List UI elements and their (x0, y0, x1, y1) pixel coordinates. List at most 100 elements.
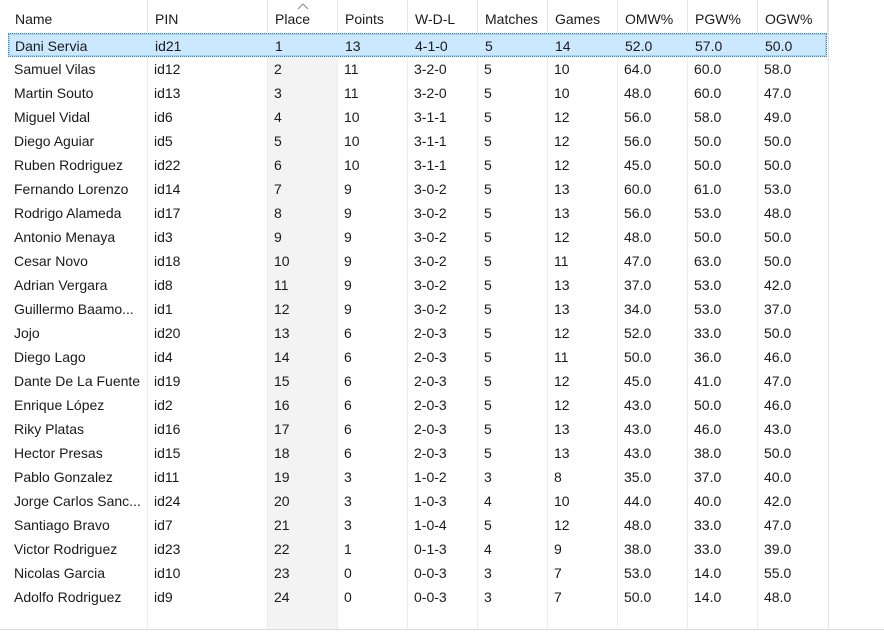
cell-points: 0 (344, 565, 352, 581)
cell-ogw-pct: 48.0 (764, 205, 792, 221)
column-header-matches[interactable]: Matches (478, 0, 548, 33)
cell-omw-pct: 48.0 (624, 85, 652, 101)
column-header-pgw-pct[interactable]: PGW% (688, 0, 758, 33)
cell-matches: 5 (484, 205, 492, 221)
column-divider (617, 33, 618, 629)
cell-name: Dani Servia (15, 38, 88, 54)
table-row[interactable]: Guillermo Baamo... id1 12 9 3-0-2 5 13 34.0 53.0… (8, 297, 827, 321)
table-row[interactable]: Nicolas Garcia id10 23 0 0-0-3 3 7 53.0 14.0 55.0 (8, 561, 827, 585)
cell-place: 12 (274, 301, 290, 317)
cell-matches: 5 (484, 61, 492, 77)
cell-omw-pct: 37.0 (624, 277, 652, 293)
table-row[interactable]: Adrian Vergara id8 11 9 3-0-2 5 13 37.0 53.0 42.0 (8, 273, 827, 297)
cell-pin: id19 (154, 373, 181, 389)
column-header-games[interactable]: Games (548, 0, 618, 33)
table-row[interactable]: Fernando Lorenzo id14 7 9 3-0-2 5 13 60.0 61.0 53… (8, 177, 827, 201)
cell-games: 12 (554, 229, 570, 245)
cell-pgw-pct: 50.0 (694, 133, 722, 149)
cell-ogw-pct: 55.0 (764, 565, 792, 581)
cell-omw-pct: 56.0 (624, 109, 652, 125)
column-header-label: W-D-L (415, 11, 456, 27)
table-row-selected[interactable]: Dani Servia id21 1 13 4-1-0 5 14 52.0 57.0 50.0 (8, 33, 827, 57)
table-row[interactable]: Adolfo Rodriguez id9 24 0 0-0-3 3 7 50.0 14.0 48.… (8, 585, 827, 609)
table-row[interactable]: Jorge Carlos Sanc... id24 20 3 1-0-3 4 10 44.0 4… (8, 489, 827, 513)
cell-matches: 5 (484, 421, 492, 437)
cell-pin: id17 (154, 205, 181, 221)
table-row[interactable]: Jojo id20 13 6 2-0-3 5 12 52.0 33.0 50.0 (8, 321, 827, 345)
cell-games: 10 (554, 61, 570, 77)
cell-w-d-l: 3-0-2 (414, 277, 447, 293)
table-row[interactable]: Antonio Menaya id3 9 9 3-0-2 5 12 48.0 50.0 50.0 (8, 225, 827, 249)
cell-w-d-l: 1-0-4 (414, 517, 447, 533)
column-header-points[interactable]: Points (338, 0, 408, 33)
cell-pgw-pct: 53.0 (694, 301, 722, 317)
cell-points: 9 (344, 229, 352, 245)
table-row[interactable]: Diego Lago id4 14 6 2-0-3 5 11 50.0 36.0 46.0 (8, 345, 827, 369)
cell-games: 12 (554, 157, 570, 173)
column-header-w-d-l[interactable]: W-D-L (408, 0, 478, 33)
cell-matches: 5 (484, 397, 492, 413)
cell-points: 9 (344, 277, 352, 293)
sorted-column-highlight (268, 33, 338, 629)
column-header-place[interactable]: Place (268, 0, 338, 33)
column-header-pin[interactable]: PIN (148, 0, 268, 33)
cell-omw-pct: 34.0 (624, 301, 652, 317)
cell-ogw-pct: 50.0 (764, 253, 792, 269)
table-row[interactable]: Martin Souto id13 3 11 3-2-0 5 10 48.0 60.0 47.0 (8, 81, 827, 105)
cell-omw-pct: 35.0 (624, 469, 652, 485)
cell-omw-pct: 60.0 (624, 181, 652, 197)
table-row[interactable]: Victor Rodriguez id23 22 1 0-1-3 4 9 38.0 33.0 39… (8, 537, 827, 561)
cell-points: 6 (344, 445, 352, 461)
cell-omw-pct: 50.0 (624, 349, 652, 365)
table-row[interactable]: Enrique López id2 16 6 2-0-3 5 12 43.0 50.0 46.0 (8, 393, 827, 417)
cell-matches: 5 (484, 85, 492, 101)
cell-w-d-l: 2-0-3 (414, 349, 447, 365)
column-divider (337, 33, 338, 629)
table-row[interactable]: Rodrigo Alameda id17 8 9 3-0-2 5 13 56.0 53.0 48.… (8, 201, 827, 225)
column-divider (407, 33, 408, 629)
column-header-label: PGW% (695, 11, 741, 27)
cell-place: 6 (274, 157, 282, 173)
cell-games: 13 (554, 301, 570, 317)
cell-w-d-l: 2-0-3 (414, 421, 447, 437)
table-row[interactable]: Samuel Vilas id12 2 11 3-2-0 5 10 64.0 60.0 58.0 (8, 57, 827, 81)
table-row[interactable]: Ruben Rodriguez id22 6 10 3-1-1 5 12 45.0 50.0 50… (8, 153, 827, 177)
cell-place: 23 (274, 565, 290, 581)
column-divider (547, 33, 548, 629)
cell-matches: 5 (484, 109, 492, 125)
cell-name: Ruben Rodriguez (14, 157, 123, 173)
cell-omw-pct: 48.0 (624, 517, 652, 533)
cell-games: 13 (554, 205, 570, 221)
cell-place: 22 (274, 541, 290, 557)
table-row[interactable]: Dante De La Fuente id19 15 6 2-0-3 5 12 45.0 41.… (8, 369, 827, 393)
cell-omw-pct: 43.0 (624, 397, 652, 413)
table-row[interactable]: Santiago Bravo id7 21 3 1-0-4 5 12 48.0 33.0 47.0 (8, 513, 827, 537)
cell-place: 19 (274, 469, 290, 485)
cell-points: 6 (344, 397, 352, 413)
table-row[interactable]: Cesar Novo id18 10 9 3-0-2 5 11 47.0 63.0 50.0 (8, 249, 827, 273)
column-header-ogw-pct[interactable]: OGW% (758, 0, 828, 33)
cell-place: 11 (274, 277, 289, 293)
column-divider (477, 33, 478, 629)
cell-name: Pablo Gonzalez (14, 469, 113, 485)
cell-name: Jorge Carlos Sanc... (14, 493, 141, 509)
cell-pin: id1 (154, 301, 173, 317)
table-row[interactable]: Miguel Vidal id6 4 10 3-1-1 5 12 56.0 58.0 49.0 (8, 105, 827, 129)
cell-ogw-pct: 47.0 (764, 85, 792, 101)
cell-name: Enrique López (14, 397, 105, 413)
cell-matches: 5 (484, 157, 492, 173)
cell-place: 20 (274, 493, 290, 509)
cell-omw-pct: 52.0 (625, 38, 653, 54)
table-row[interactable]: Pablo Gonzalez id11 19 3 1-0-2 3 8 35.0 37.0 40.0 (8, 465, 827, 489)
table-row[interactable]: Hector Presas id15 18 6 2-0-3 5 13 43.0 38.0 50.0 (8, 441, 827, 465)
table-row[interactable]: Diego Aguiar id5 5 10 3-1-1 5 12 56.0 50.0 50.0 (8, 129, 827, 153)
column-header-name[interactable]: Name (8, 0, 148, 33)
column-header-omw-pct[interactable]: OMW% (618, 0, 688, 33)
cell-name: Jojo (14, 325, 40, 341)
cell-pgw-pct: 14.0 (694, 565, 722, 581)
table-row[interactable]: Riky Platas id16 17 6 2-0-3 5 13 43.0 46.0 43.0 (8, 417, 827, 441)
cell-points: 10 (344, 109, 360, 125)
cell-points: 6 (344, 421, 352, 437)
cell-place: 13 (274, 325, 290, 341)
